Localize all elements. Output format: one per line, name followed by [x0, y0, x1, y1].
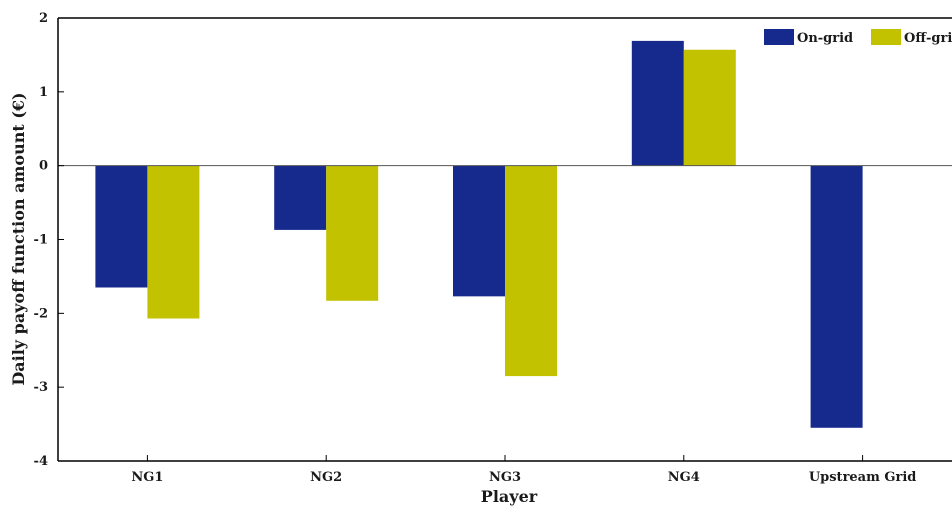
legend-label-on-grid: On-grid — [797, 31, 853, 46]
y-tick-label: -1 — [34, 233, 48, 248]
x-tick-label: NG2 — [310, 470, 342, 485]
legend-swatch-off-grid — [871, 29, 901, 45]
legend-swatch-on-grid — [764, 29, 794, 45]
x-tick-label: NG1 — [131, 470, 163, 485]
bar-off-grid-ng3 — [505, 165, 557, 377]
bar-on-grid-ng1 — [95, 165, 148, 288]
y-tick-label: -2 — [34, 306, 48, 321]
x-tick-label: NG3 — [489, 470, 521, 485]
y-tick-label: 2 — [39, 11, 48, 26]
bar-on-grid-ng3 — [453, 165, 505, 297]
bar-on-grid-ng4 — [631, 40, 684, 166]
x-tick-label: NG4 — [668, 470, 700, 485]
axes-group: 2 1 0 -1 -2 -3 -4 NG1 NG2 NG3 NG4 Upstream Grid — [34, 11, 952, 485]
x-axis-label: Player — [481, 487, 538, 506]
y-tick-label: -4 — [34, 454, 48, 469]
legend: On-grid Off-grid — [764, 29, 952, 46]
legend-label-off-grid: Off-grid — [904, 31, 952, 46]
bar-on-grid-upstream-grid — [810, 165, 863, 428]
bar-off-grid-ng1 — [147, 165, 200, 319]
bar-off-grid-ng2 — [326, 165, 379, 301]
bar-off-grid-ng4 — [683, 49, 736, 166]
bar-on-grid-ng2 — [274, 165, 327, 230]
y-axis-label: Daily payoff function amount (€) — [9, 92, 28, 385]
x-tick-label: Upstream Grid — [809, 470, 917, 485]
bars-group — [95, 40, 863, 428]
y-tick-label: 0 — [39, 159, 48, 174]
y-tick-label: 1 — [39, 85, 48, 100]
y-tick-label: -3 — [34, 380, 48, 395]
